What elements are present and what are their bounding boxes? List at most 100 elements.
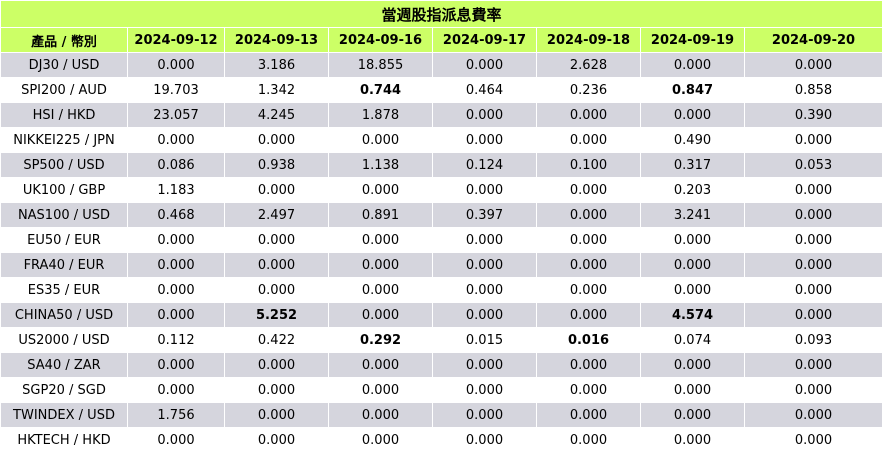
rate-cell: 0.000 [743, 52, 882, 78]
rate-cell: 0.000 [743, 377, 882, 403]
date-header: 2024-09-20 [743, 27, 882, 53]
rate-cell: 0.317 [640, 152, 745, 178]
rate-cell: 0.000 [224, 377, 329, 403]
rate-cell: 0.000 [432, 52, 537, 78]
rate-cell: 0.000 [127, 252, 225, 278]
product-cell: SPI200 / AUD [0, 77, 128, 103]
rate-cell: 0.053 [743, 152, 882, 178]
rate-cell: 0.000 [432, 127, 537, 153]
header-row: 產品 / 幣別 2024-09-12 2024-09-13 2024-09-16 20… [0, 27, 882, 53]
rate-cell: 0.000 [127, 52, 225, 78]
date-header: 2024-09-17 [432, 27, 537, 53]
table-row: HKTECH / HKD 0.000 0.000 0.000 0.000 0.000 0.0… [0, 427, 882, 453]
table-title: 當週股指派息費率 [0, 0, 882, 28]
rate-cell: 0.000 [127, 302, 225, 328]
product-cell: NAS100 / USD [0, 202, 128, 228]
table-row: NAS100 / USD 0.468 2.497 0.891 0.397 0.000 3.2… [0, 202, 882, 228]
rate-cell: 0.000 [224, 252, 329, 278]
rate-cell: 2.497 [224, 202, 329, 228]
rate-cell: 0.000 [743, 302, 882, 328]
rate-cell: 0.000 [743, 127, 882, 153]
rate-cell: 0.000 [743, 402, 882, 428]
rate-cell: 0.000 [432, 227, 537, 253]
date-header: 2024-09-19 [640, 27, 745, 53]
rate-cell: 0.292 [328, 327, 433, 353]
rate-cell: 0.016 [536, 327, 641, 353]
rate-cell: 0.124 [432, 152, 537, 178]
rate-cell: 0.203 [640, 177, 745, 203]
table-row: ES35 / EUR 0.000 0.000 0.000 0.000 0.000 0.000… [0, 277, 882, 303]
rate-cell: 0.000 [127, 377, 225, 403]
table-row: SGP20 / SGD 0.000 0.000 0.000 0.000 0.000 0.00… [0, 377, 882, 403]
rate-cell: 0.000 [432, 252, 537, 278]
rate-cell: 0.000 [640, 352, 745, 378]
rate-cell: 19.703 [127, 77, 225, 103]
table-row: HSI / HKD 23.057 4.245 1.878 0.000 0.000 0.000… [0, 102, 882, 128]
table-row: DJ30 / USD 0.000 3.186 18.855 0.000 2.628 0.00… [0, 52, 882, 78]
product-cell: DJ30 / USD [0, 52, 128, 78]
rate-cell: 5.252 [224, 302, 329, 328]
rate-cell: 0.000 [127, 277, 225, 303]
rate-cell: 0.000 [536, 127, 641, 153]
table-row: UK100 / GBP 1.183 0.000 0.000 0.000 0.000 0.20… [0, 177, 882, 203]
rate-cell: 0.000 [432, 277, 537, 303]
rate-cell: 1.756 [127, 402, 225, 428]
product-cell: HKTECH / HKD [0, 427, 128, 453]
rate-cell: 0.000 [328, 277, 433, 303]
table-row: CHINA50 / USD 0.000 5.252 0.000 0.000 0.000 4.… [0, 302, 882, 328]
rate-cell: 0.000 [224, 277, 329, 303]
rate-cell: 1.183 [127, 177, 225, 203]
rate-cell: 3.241 [640, 202, 745, 228]
product-cell: US2000 / USD [0, 327, 128, 353]
rate-cell: 0.000 [536, 352, 641, 378]
rate-cell: 0.000 [640, 252, 745, 278]
rate-cell: 0.000 [328, 252, 433, 278]
rate-cell: 0.074 [640, 327, 745, 353]
table-row: NIKKEI225 / JPN 0.000 0.000 0.000 0.000 0.000… [0, 127, 882, 153]
table-row: US2000 / USD 0.112 0.422 0.292 0.015 0.016 0.0… [0, 327, 882, 353]
product-cell: FRA40 / EUR [0, 252, 128, 278]
rate-cell: 0.000 [328, 402, 433, 428]
rate-cell: 0.891 [328, 202, 433, 228]
rate-cell: 0.422 [224, 327, 329, 353]
rate-cell: 0.000 [743, 252, 882, 278]
date-header: 2024-09-12 [127, 27, 225, 53]
rate-cell: 23.057 [127, 102, 225, 128]
rate-cell: 4.245 [224, 102, 329, 128]
rate-cell: 0.000 [328, 127, 433, 153]
rate-cell: 0.000 [640, 227, 745, 253]
rate-cell: 0.000 [224, 352, 329, 378]
rate-cell: 0.000 [743, 352, 882, 378]
rate-cell: 1.342 [224, 77, 329, 103]
rate-cell: 0.000 [432, 102, 537, 128]
product-cell: SGP20 / SGD [0, 377, 128, 403]
table-row: EU50 / EUR 0.000 0.000 0.000 0.000 0.000 0.000… [0, 227, 882, 253]
rate-cell: 0.000 [432, 377, 537, 403]
table-row: SP500 / USD 0.086 0.938 1.138 0.124 0.100 0.31… [0, 152, 882, 178]
rate-cell: 0.000 [743, 427, 882, 453]
rate-cell: 0.000 [640, 402, 745, 428]
product-cell: HSI / HKD [0, 102, 128, 128]
rate-cell: 0.000 [536, 227, 641, 253]
table-row: SA40 / ZAR 0.000 0.000 0.000 0.000 0.000 0.000… [0, 352, 882, 378]
rate-cell: 0.000 [328, 177, 433, 203]
rate-cell: 0.015 [432, 327, 537, 353]
rate-cell: 0.468 [127, 202, 225, 228]
product-cell: NIKKEI225 / JPN [0, 127, 128, 153]
rate-cell: 2.628 [536, 52, 641, 78]
rate-cell: 0.397 [432, 202, 537, 228]
rate-cell: 0.744 [328, 77, 433, 103]
rate-cell: 0.000 [328, 352, 433, 378]
rate-cell: 0.000 [432, 402, 537, 428]
dividend-rate-table: 當週股指派息費率 產品 / 幣別 2024-09-12 2024-09-13 202… [0, 0, 882, 453]
product-cell: EU50 / EUR [0, 227, 128, 253]
rate-cell: 0.000 [432, 177, 537, 203]
rate-cell: 0.000 [328, 377, 433, 403]
rate-cell: 0.112 [127, 327, 225, 353]
product-cell: TWINDEX / USD [0, 402, 128, 428]
rate-cell: 0.000 [536, 402, 641, 428]
rate-cell: 0.000 [328, 302, 433, 328]
rate-cell: 0.000 [536, 252, 641, 278]
product-cell: SA40 / ZAR [0, 352, 128, 378]
table-body: DJ30 / USD 0.000 3.186 18.855 0.000 2.628 0.00… [0, 52, 882, 453]
